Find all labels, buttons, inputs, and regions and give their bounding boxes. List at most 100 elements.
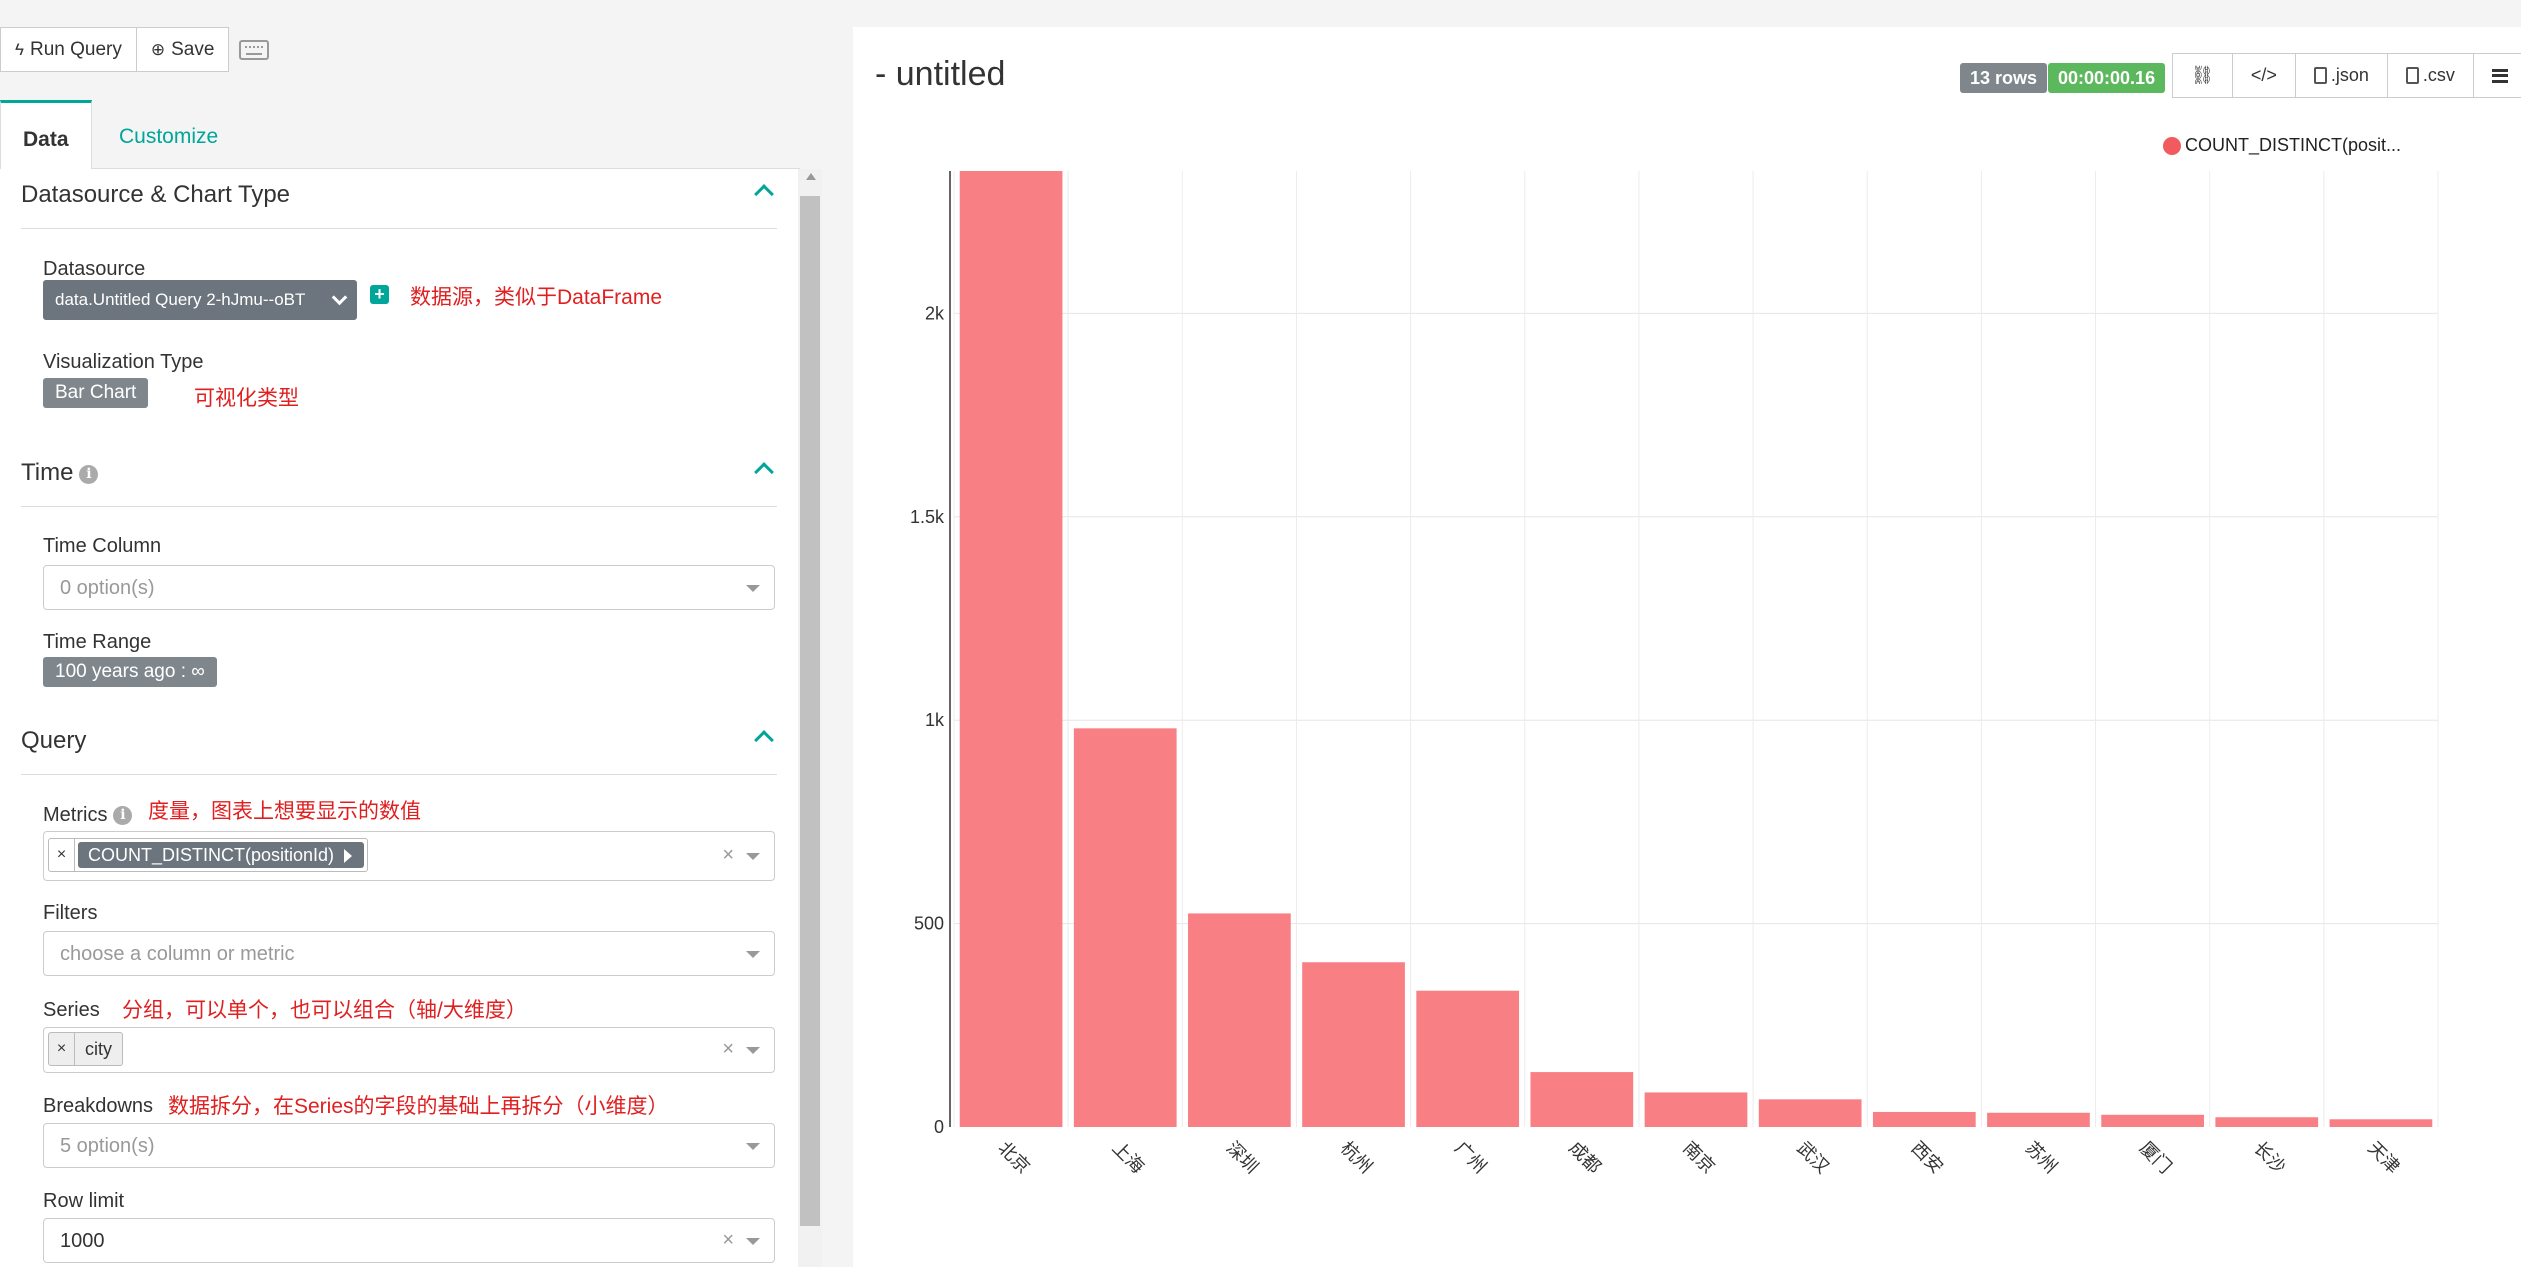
- series-chip[interactable]: × city: [48, 1032, 123, 1066]
- bar[interactable]: [1188, 913, 1291, 1127]
- bar[interactable]: [1872, 1111, 1976, 1127]
- bar[interactable]: [959, 171, 1063, 1127]
- row-limit-label: Row limit: [43, 1190, 125, 1212]
- info-icon[interactable]: i: [113, 806, 133, 825]
- bar[interactable]: [2215, 1117, 2319, 1127]
- x-tick-label: 广州: [1451, 1138, 1491, 1178]
- x-tick-label: 上海: [1108, 1138, 1148, 1178]
- scroll-up-icon[interactable]: [806, 173, 816, 180]
- explore-toolbar: ϟ Run Query ⊕ Save: [0, 27, 270, 72]
- keyboard-icon[interactable]: [239, 39, 270, 60]
- file-icon: [2313, 67, 2327, 84]
- time-column-select[interactable]: 0 option(s): [43, 565, 775, 610]
- save-label: Save: [171, 38, 215, 60]
- caret-down-icon[interactable]: [746, 1238, 760, 1245]
- chevron-up-icon[interactable]: [754, 462, 774, 482]
- chart-actions: ⛓ </> .json .csv: [2172, 53, 2521, 98]
- chart-legend[interactable]: COUNT_DISTINCT(posit...: [2163, 135, 2401, 156]
- chevron-up-icon[interactable]: [754, 184, 774, 204]
- breakdowns-label: Breakdowns: [43, 1095, 154, 1117]
- bar[interactable]: [2329, 1119, 2433, 1127]
- chevron-up-icon[interactable]: [754, 730, 774, 750]
- section-title: Datasource & Chart Type: [21, 181, 291, 208]
- section-title: Time: [21, 459, 74, 486]
- info-icon[interactable]: i: [79, 465, 99, 484]
- clear-icon[interactable]: ×: [722, 1038, 734, 1060]
- time-range-value[interactable]: 100 years ago : ∞: [43, 657, 217, 687]
- tab-customize[interactable]: Customize: [119, 125, 219, 148]
- bar[interactable]: [1302, 962, 1405, 1127]
- save-button[interactable]: ⊕ Save: [136, 27, 230, 72]
- section-title: Query: [21, 727, 87, 754]
- series-select[interactable]: × city ×: [43, 1027, 775, 1073]
- row-limit-value: 1000: [60, 1230, 105, 1252]
- section-header-datasource[interactable]: Datasource & Chart Type: [21, 181, 777, 229]
- bolt-icon: ϟ: [15, 39, 24, 59]
- remove-icon[interactable]: ×: [49, 1033, 75, 1065]
- add-datasource-icon[interactable]: +: [370, 285, 389, 304]
- y-tick-label: 1.5k: [910, 507, 945, 527]
- export-json-button[interactable]: .json: [2295, 53, 2388, 98]
- datasource-label: Datasource: [43, 258, 146, 280]
- export-csv-button[interactable]: .csv: [2387, 53, 2474, 98]
- control-tabs: Data Customize: [0, 100, 800, 170]
- x-tick-label: 武汉: [1793, 1138, 1833, 1178]
- clear-icon[interactable]: ×: [722, 1229, 734, 1251]
- x-tick-label: 北京: [994, 1138, 1034, 1178]
- caret-down-icon[interactable]: [746, 1047, 760, 1054]
- viz-type-value[interactable]: Bar Chart: [43, 378, 149, 408]
- run-query-label: Run Query: [30, 38, 122, 60]
- breakdowns-placeholder: 5 option(s): [60, 1135, 155, 1157]
- section-header-query[interactable]: Query: [21, 727, 777, 775]
- plus-circle-icon: ⊕: [150, 39, 166, 59]
- control-panel: Data Customize Datasource & Chart Type D…: [0, 100, 822, 1267]
- control-panel-body: Datasource & Chart Type Datasource data.…: [0, 169, 798, 1267]
- clear-icon[interactable]: ×: [722, 844, 734, 866]
- query-timer-badge: 00:00:00.16: [2048, 63, 2166, 93]
- code-icon: </>: [2250, 65, 2277, 85]
- x-tick-label: 深圳: [1223, 1138, 1263, 1178]
- section-header-time[interactable]: Time i: [21, 459, 777, 507]
- bar[interactable]: [1530, 1072, 1634, 1127]
- x-tick-label: 杭州: [1337, 1138, 1377, 1178]
- breakdowns-select[interactable]: 5 option(s): [43, 1123, 775, 1168]
- y-tick-label: 2k: [925, 303, 945, 323]
- bar[interactable]: [1758, 1099, 1862, 1127]
- file-icon: [2405, 67, 2419, 84]
- metric-chip-label[interactable]: COUNT_DISTINCT(positionId): [78, 842, 365, 868]
- x-tick-label: 厦门: [2136, 1138, 2176, 1178]
- hamburger-icon: [2491, 68, 2508, 83]
- x-tick-label: 成都: [1565, 1138, 1605, 1178]
- control-panel-scrollbar[interactable]: [798, 169, 822, 1267]
- link-button[interactable]: ⛓: [2172, 53, 2233, 98]
- tab-data[interactable]: Data: [0, 100, 92, 170]
- metrics-select[interactable]: × COUNT_DISTINCT(positionId) ×: [43, 831, 775, 881]
- time-range-label: Time Range: [43, 631, 152, 653]
- x-tick-label: 南京: [1679, 1138, 1719, 1178]
- y-tick-label: 500: [914, 914, 944, 934]
- caret-down-icon[interactable]: [746, 853, 760, 860]
- caret-down-icon: [746, 585, 760, 592]
- time-column-label: Time Column: [43, 535, 162, 557]
- metric-chip[interactable]: × COUNT_DISTINCT(positionId): [48, 838, 369, 872]
- bar[interactable]: [1644, 1092, 1748, 1127]
- x-tick-label: 西安: [1907, 1138, 1947, 1178]
- caret-down-icon: [746, 1143, 760, 1150]
- row-limit-select[interactable]: 1000 ×: [43, 1218, 775, 1263]
- menu-button[interactable]: [2473, 53, 2521, 98]
- filters-select[interactable]: choose a column or metric: [43, 931, 775, 976]
- series-label: Series: [43, 999, 100, 1021]
- scrollbar-thumb[interactable]: [800, 196, 820, 1226]
- embed-button[interactable]: </>: [2232, 53, 2296, 98]
- bar[interactable]: [1073, 728, 1177, 1127]
- datasource-select[interactable]: data.Untitled Query 2-hJmu--oBT: [43, 280, 357, 320]
- bar[interactable]: [1416, 990, 1520, 1127]
- breakdowns-annotation: 数据拆分，在Series的字段的基础上再拆分（小维度）: [168, 1095, 669, 1118]
- series-chip-label: city: [85, 1039, 112, 1059]
- chart-title[interactable]: - untitled: [875, 55, 1006, 93]
- run-query-button[interactable]: ϟ Run Query: [0, 27, 137, 72]
- remove-icon[interactable]: ×: [49, 839, 75, 871]
- bar[interactable]: [1987, 1112, 2090, 1127]
- bar[interactable]: [2101, 1114, 2204, 1127]
- metrics-label-text: Metrics: [43, 804, 108, 826]
